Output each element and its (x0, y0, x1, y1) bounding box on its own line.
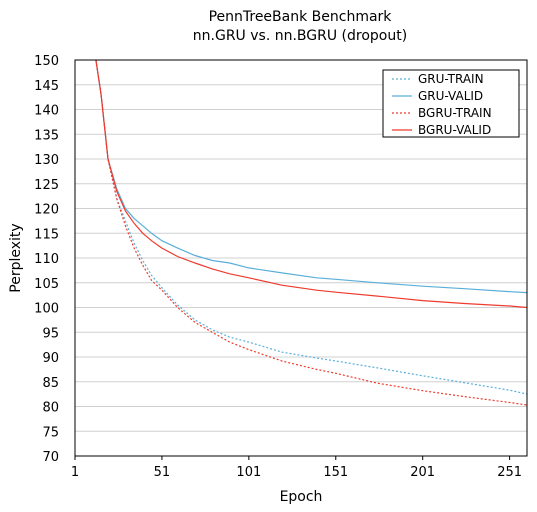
legend: GRU-TRAIN GRU-VALID BGRU-TRAIN BGRU-VALID (382, 69, 520, 138)
x-tick-labels: 1 51 101 151 201 251 (71, 456, 522, 480)
series-line-gru-train (95, 59, 528, 395)
y-tick-label: 125 (34, 178, 59, 193)
y-tick-label: 105 (34, 277, 59, 292)
y-tick-labels: 70 75 80 85 90 95 100 105 110 115 120 125 130 135 140 1… (34, 54, 59, 465)
y-tick-label: 130 (34, 153, 59, 168)
y-tick-label: 80 (42, 401, 59, 416)
x-axis-label: Epoch (280, 489, 323, 505)
y-tick-label: 85 (42, 376, 59, 391)
plot-frame (74, 59, 528, 457)
y-tick-label: 70 (42, 450, 59, 465)
chart-title: PennTreeBank Benchmark (209, 9, 393, 25)
y-tick-label: 140 (34, 104, 59, 119)
y-tick-label: 135 (34, 128, 59, 143)
chart-subtitle: nn.GRU vs. nn.BGRU (dropout) (193, 28, 407, 44)
legend-label: GRU-VALID (418, 89, 483, 103)
y-tick-label: 120 (34, 203, 59, 218)
y-tick-label: 90 (42, 351, 59, 366)
y-tick-label: 75 (42, 425, 59, 440)
x-tick-label: 201 (410, 465, 435, 480)
x-tick-label: 51 (154, 465, 171, 480)
x-tick-label: 101 (236, 465, 261, 480)
y-tick-label: 110 (34, 252, 59, 267)
series-group (95, 59, 528, 406)
y-tick-label: 95 (42, 326, 59, 341)
series-line-bgru-valid (95, 59, 528, 309)
y-tick-label: 150 (34, 54, 59, 69)
legend-label: BGRU-TRAIN (418, 106, 492, 120)
series-line-gru-valid (95, 59, 528, 294)
x-tick-label: 251 (497, 465, 522, 480)
y-axis-label: Perplexity (8, 223, 24, 292)
legend-box (382, 69, 520, 138)
x-tick-label: 1 (71, 465, 79, 480)
y-tick-label: 145 (34, 79, 59, 94)
y-tick-label: 100 (34, 302, 59, 317)
series-line-bgru-train (95, 59, 528, 406)
legend-label: GRU-TRAIN (418, 72, 484, 86)
legend-label: BGRU-VALID (418, 123, 491, 137)
y-tick-label: 115 (34, 227, 59, 242)
x-tick-label: 151 (323, 465, 348, 480)
